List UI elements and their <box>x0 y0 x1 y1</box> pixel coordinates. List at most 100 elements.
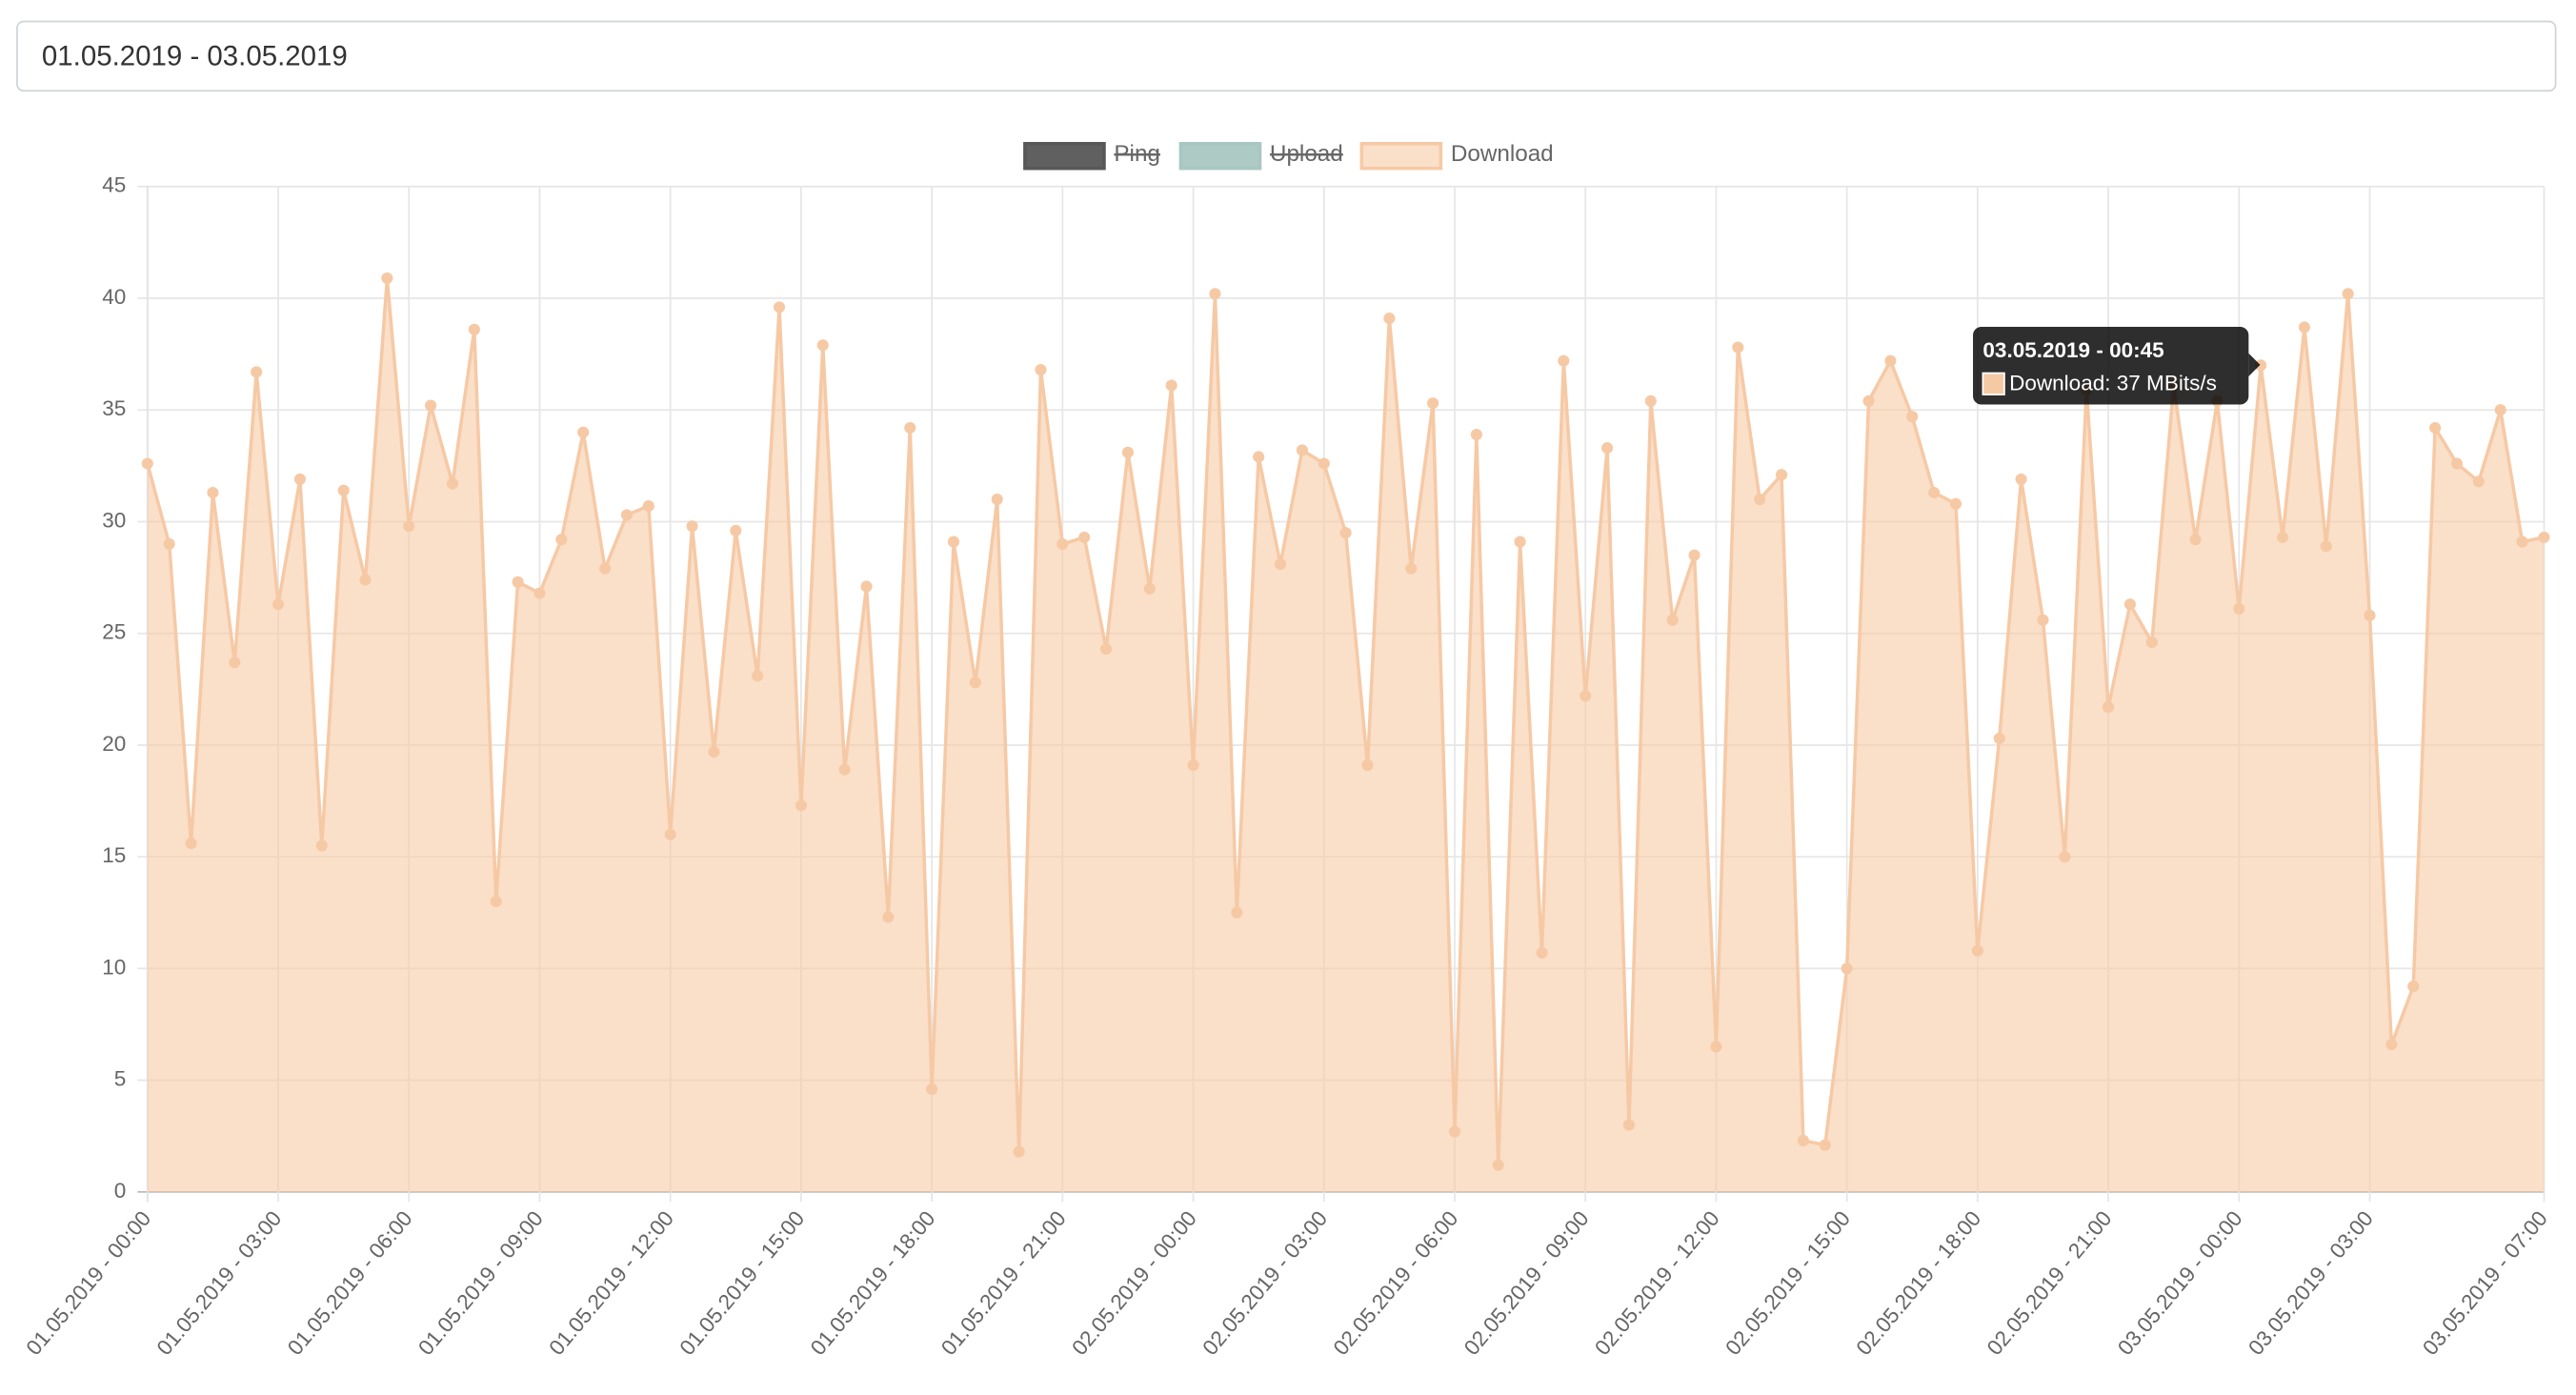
tooltip: 03.05.2019 - 00:45 Download: 37 MBits/s <box>1973 327 2261 405</box>
tooltip-box <box>1973 327 2249 405</box>
point <box>1732 341 1744 354</box>
point <box>207 486 219 499</box>
x-tick-label: 02.05.2019 - 12:00 <box>1590 1206 1724 1360</box>
point <box>1514 536 1526 548</box>
point <box>2298 321 2310 334</box>
point <box>1361 758 1374 772</box>
point <box>2385 1039 2398 1051</box>
point <box>1427 397 1439 410</box>
x-tick-label: 01.05.2019 - 12:00 <box>544 1206 678 1360</box>
point <box>2429 421 2442 435</box>
tooltip-swatch <box>1982 372 2005 395</box>
point <box>1710 1041 1722 1053</box>
x-tick-label: 02.05.2019 - 18:00 <box>1852 1206 1986 1360</box>
point <box>359 574 372 586</box>
point <box>1928 486 1941 499</box>
point <box>1797 1134 1809 1147</box>
point <box>1209 288 1221 300</box>
point <box>1819 1139 1831 1151</box>
point <box>490 896 502 908</box>
point <box>2494 404 2506 416</box>
tooltip-title: 03.05.2019 - 00:45 <box>1982 338 2163 362</box>
point <box>795 799 807 812</box>
date-range-input[interactable] <box>16 20 2557 92</box>
y-tick-label: 10 <box>102 955 126 979</box>
point <box>838 763 851 776</box>
point <box>904 421 916 435</box>
point <box>1231 906 1243 919</box>
point <box>2145 637 2158 649</box>
point <box>860 580 873 593</box>
point <box>2189 534 2202 546</box>
point <box>1971 944 1983 957</box>
point <box>1841 962 1853 975</box>
point <box>1274 557 1287 571</box>
y-tick-label: 15 <box>102 843 126 867</box>
x-tick-label: 02.05.2019 - 03:00 <box>1197 1206 1332 1360</box>
point <box>1383 313 1396 325</box>
point <box>185 838 197 850</box>
point <box>1470 428 1482 441</box>
point <box>1666 614 1679 626</box>
point <box>620 509 634 521</box>
point <box>2364 609 2376 622</box>
point <box>2059 851 2071 863</box>
point <box>2450 457 2464 470</box>
point <box>1165 379 1177 392</box>
point <box>2103 701 2115 714</box>
x-tick-label: 03.05.2019 - 07:00 <box>2418 1206 2552 1360</box>
point <box>947 536 960 548</box>
point <box>1536 946 1548 960</box>
point <box>1906 411 1919 423</box>
point <box>1775 469 1788 481</box>
point <box>533 587 546 599</box>
point <box>991 493 1003 506</box>
y-tick-label: 45 <box>102 173 126 197</box>
y-tick-label: 0 <box>114 1179 127 1203</box>
point <box>686 520 698 533</box>
point <box>664 828 676 840</box>
point <box>337 484 350 496</box>
point <box>1057 537 1069 550</box>
x-tick-label: 01.05.2019 - 00:00 <box>22 1206 156 1360</box>
point <box>1078 531 1091 543</box>
point <box>2407 981 2420 993</box>
point <box>1580 690 1592 702</box>
point <box>816 339 829 352</box>
point <box>2538 531 2550 543</box>
point <box>1143 582 1156 595</box>
point <box>1318 457 1330 470</box>
legend-label[interactable]: Upload <box>1270 141 1343 167</box>
legend-swatch <box>1359 141 1443 171</box>
point <box>555 534 568 546</box>
point <box>1862 394 1875 407</box>
x-tick-label: 02.05.2019 - 09:00 <box>1459 1206 1594 1360</box>
point <box>1492 1159 1504 1171</box>
point <box>969 677 981 689</box>
point <box>2320 540 2332 553</box>
point <box>512 576 524 588</box>
x-tick-label: 02.05.2019 - 21:00 <box>1982 1206 2117 1360</box>
legend-label[interactable]: Ping <box>1114 141 1160 167</box>
x-tick-label: 01.05.2019 - 09:00 <box>413 1206 548 1360</box>
y-tick-label: 35 <box>102 396 126 420</box>
point <box>251 366 263 378</box>
point <box>2037 614 2049 626</box>
point <box>2342 288 2354 300</box>
x-tick-label: 01.05.2019 - 18:00 <box>806 1206 940 1360</box>
x-tick-label: 02.05.2019 - 06:00 <box>1329 1206 1463 1360</box>
legend-label[interactable]: Download <box>1451 141 1554 167</box>
point <box>1601 442 1614 455</box>
y-tick-label: 30 <box>102 508 126 532</box>
point <box>1754 493 1766 506</box>
point <box>708 745 720 758</box>
point <box>1405 562 1418 575</box>
point <box>1100 643 1113 656</box>
point <box>1339 527 1352 539</box>
x-tick-label: 01.05.2019 - 06:00 <box>283 1206 417 1360</box>
point <box>1993 732 2005 744</box>
point <box>468 323 480 335</box>
point <box>293 473 306 485</box>
